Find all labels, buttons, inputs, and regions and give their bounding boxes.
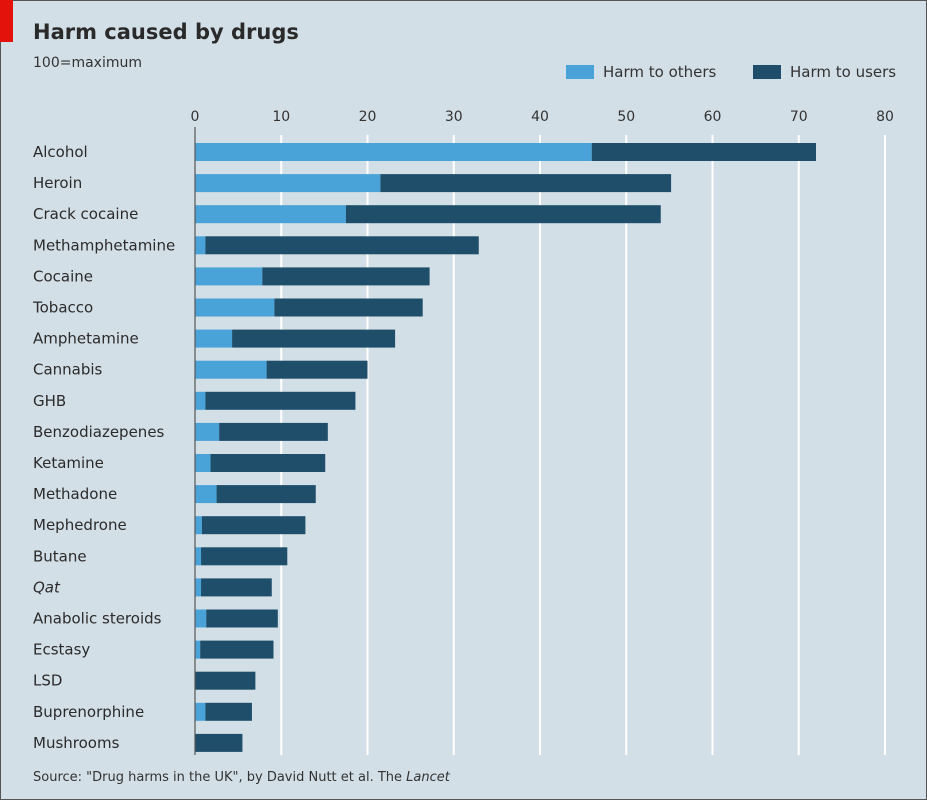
source-text: Source: "Drug harms in the UK", by David… bbox=[33, 770, 407, 785]
bar-harm-to-others bbox=[195, 454, 211, 472]
category-label: LSD bbox=[33, 672, 62, 690]
category-label: Butane bbox=[33, 547, 87, 565]
bar-harm-to-others bbox=[195, 391, 206, 410]
bar-harm-to-users bbox=[216, 485, 316, 504]
source-journal: Lancet bbox=[406, 770, 450, 785]
bar-harm-to-others bbox=[195, 485, 217, 504]
category-label: Crack cocaine bbox=[33, 205, 138, 223]
bar-harm-to-users bbox=[380, 174, 672, 193]
legend-item-others: Harm to others bbox=[566, 63, 716, 81]
bar-harm-to-others bbox=[195, 516, 202, 535]
x-tick-label: 50 bbox=[617, 109, 635, 125]
bar-harm-to-users bbox=[206, 609, 278, 628]
bar-harm-to-users bbox=[274, 298, 423, 317]
category-label: Benzodiazepenes bbox=[33, 423, 165, 441]
x-tick-label: 80 bbox=[876, 109, 894, 125]
bar-harm-to-others bbox=[195, 329, 233, 348]
bar-harm-to-others bbox=[195, 422, 220, 441]
bar-harm-to-users bbox=[205, 236, 479, 255]
bar-harm-to-users bbox=[201, 547, 288, 566]
bar-harm-to-users bbox=[219, 422, 328, 441]
bar-harm-to-others bbox=[195, 236, 206, 255]
category-label: Cocaine bbox=[33, 267, 93, 285]
legend-swatch-users bbox=[753, 65, 781, 79]
bar-harm-to-others bbox=[195, 174, 381, 193]
bar-harm-to-users bbox=[195, 733, 243, 752]
legend-swatch-others bbox=[566, 65, 594, 79]
bar-harm-to-others bbox=[195, 360, 267, 379]
bar-harm-to-users bbox=[262, 267, 430, 286]
x-tick-label: 30 bbox=[445, 109, 463, 125]
x-tick-label: 60 bbox=[704, 109, 722, 125]
bar-harm-to-others bbox=[195, 547, 202, 566]
category-label: Ketamine bbox=[33, 454, 104, 472]
bar-harm-to-users bbox=[195, 671, 256, 690]
category-label: Amphetamine bbox=[33, 330, 139, 348]
bar-harm-to-others bbox=[195, 578, 202, 597]
category-label: Alcohol bbox=[33, 143, 88, 161]
bar-harm-to-users bbox=[266, 360, 368, 379]
category-label: GHB bbox=[33, 392, 66, 410]
x-tick-label: 70 bbox=[790, 109, 808, 125]
category-label: Cannabis bbox=[33, 361, 103, 379]
bar-harm-to-users bbox=[205, 702, 252, 721]
bar-harm-to-others bbox=[195, 267, 263, 286]
brand-red-tab bbox=[0, 0, 13, 42]
bar-harm-to-others bbox=[195, 640, 201, 659]
x-tick-label: 20 bbox=[359, 109, 377, 125]
x-tick-label: 40 bbox=[531, 109, 549, 125]
bar-harm-to-others bbox=[195, 143, 592, 161]
bar-harm-to-users bbox=[201, 578, 272, 597]
category-label: Buprenorphine bbox=[33, 703, 144, 721]
category-label: Mushrooms bbox=[33, 734, 120, 752]
chart-title: Harm caused by drugs bbox=[33, 20, 299, 44]
category-label: Qat bbox=[33, 578, 61, 596]
bar-harm-to-users bbox=[232, 329, 396, 348]
bar-harm-to-others bbox=[195, 702, 206, 721]
category-label: Anabolic steroids bbox=[33, 610, 162, 628]
bar-harm-to-users bbox=[201, 516, 306, 535]
bar-harm-to-users bbox=[210, 454, 326, 472]
x-tick-label: 10 bbox=[272, 109, 290, 125]
source-note: Source: "Drug harms in the UK", by David… bbox=[33, 770, 450, 785]
category-label: Tobacco bbox=[32, 299, 93, 317]
bar-harm-to-users bbox=[205, 391, 356, 410]
legend-label-others: Harm to others bbox=[603, 63, 717, 81]
legend-label-users: Harm to users bbox=[790, 63, 897, 81]
x-tick-label: 0 bbox=[191, 109, 200, 125]
bar-harm-to-users bbox=[345, 205, 661, 224]
legend-item-users: Harm to users bbox=[753, 63, 896, 81]
bar-harm-to-others bbox=[195, 205, 346, 224]
bar-harm-to-users bbox=[591, 143, 816, 161]
bar-harm-to-users bbox=[200, 640, 274, 659]
category-label: Ecstasy bbox=[33, 641, 90, 659]
category-label: Mephedrone bbox=[33, 516, 127, 534]
category-label: Methamphetamine bbox=[33, 236, 175, 254]
category-label: Heroin bbox=[33, 174, 82, 192]
chart-subtitle: 100=maximum bbox=[33, 55, 142, 71]
category-label: Methadone bbox=[33, 485, 117, 503]
bar-harm-to-others bbox=[195, 298, 275, 317]
bar-harm-to-others bbox=[195, 609, 207, 628]
